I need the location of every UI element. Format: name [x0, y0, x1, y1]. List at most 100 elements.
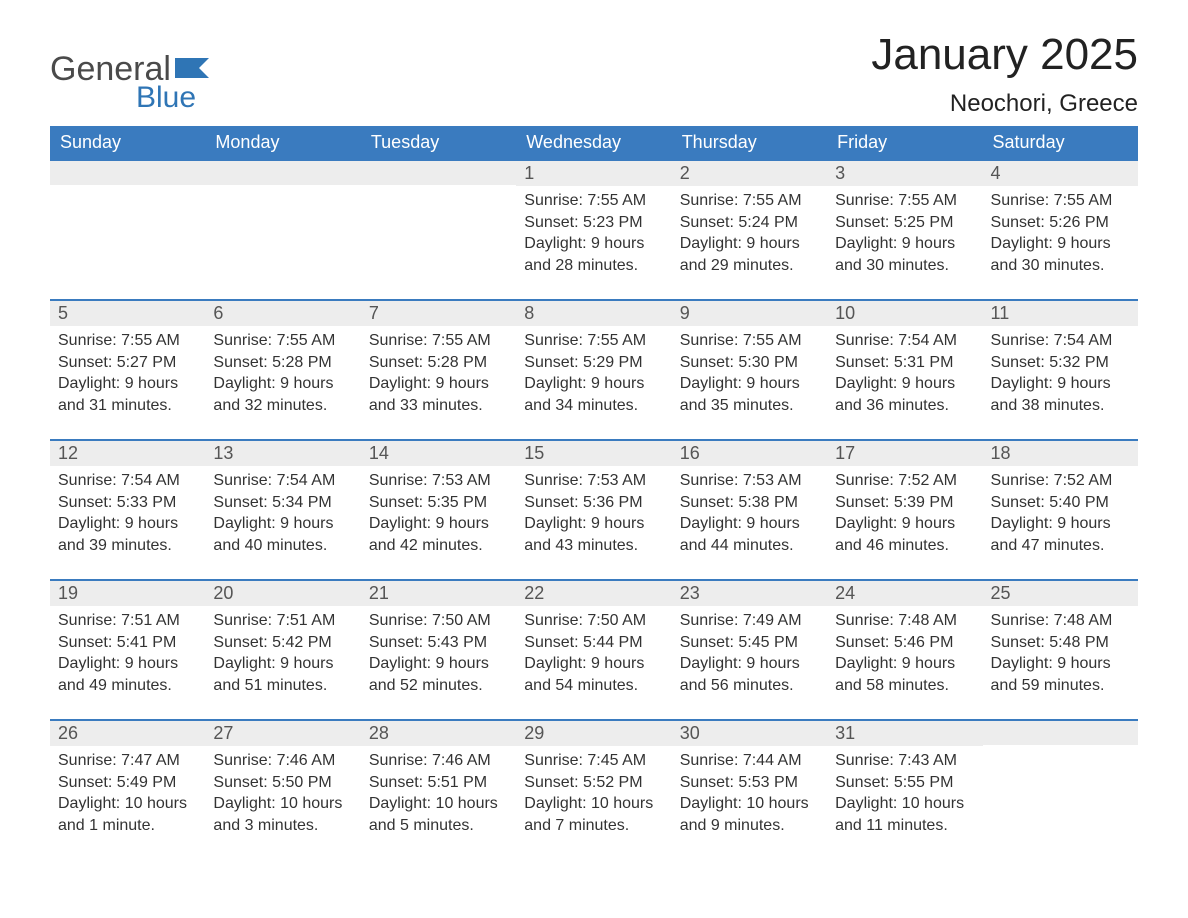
calendar-day-cell: 21Sunrise: 7:50 AMSunset: 5:43 PMDayligh…: [361, 580, 516, 720]
daylight-text: Daylight: 9 hours and 46 minutes.: [835, 513, 974, 556]
sunrise-text: Sunrise: 7:54 AM: [991, 330, 1130, 352]
day-body: Sunrise: 7:55 AMSunset: 5:30 PMDaylight:…: [672, 326, 827, 424]
daylight-text: Daylight: 9 hours and 58 minutes.: [835, 653, 974, 696]
day-body: Sunrise: 7:53 AMSunset: 5:35 PMDaylight:…: [361, 466, 516, 564]
sunset-text: Sunset: 5:55 PM: [835, 772, 974, 794]
calendar-day-cell: 30Sunrise: 7:44 AMSunset: 5:53 PMDayligh…: [672, 720, 827, 860]
sunrise-text: Sunrise: 7:44 AM: [680, 750, 819, 772]
day-body: Sunrise: 7:55 AMSunset: 5:25 PMDaylight:…: [827, 186, 982, 284]
day-body: Sunrise: 7:55 AMSunset: 5:23 PMDaylight:…: [516, 186, 671, 284]
daylight-text: Daylight: 9 hours and 30 minutes.: [991, 233, 1130, 276]
day-number: 12: [50, 441, 205, 466]
day-number-bar: [205, 161, 360, 185]
daylight-text: Daylight: 9 hours and 44 minutes.: [680, 513, 819, 556]
calendar-day-cell: 8Sunrise: 7:55 AMSunset: 5:29 PMDaylight…: [516, 300, 671, 440]
calendar-day-cell: 3Sunrise: 7:55 AMSunset: 5:25 PMDaylight…: [827, 160, 982, 300]
sunrise-text: Sunrise: 7:53 AM: [680, 470, 819, 492]
day-number: 26: [50, 721, 205, 746]
daylight-text: Daylight: 9 hours and 51 minutes.: [213, 653, 352, 696]
day-number: 17: [827, 441, 982, 466]
calendar-day-cell: 10Sunrise: 7:54 AMSunset: 5:31 PMDayligh…: [827, 300, 982, 440]
day-number: 19: [50, 581, 205, 606]
calendar-day-cell: [50, 160, 205, 300]
calendar-week-row: 5Sunrise: 7:55 AMSunset: 5:27 PMDaylight…: [50, 300, 1138, 440]
sunset-text: Sunset: 5:50 PM: [213, 772, 352, 794]
day-number: 6: [205, 301, 360, 326]
day-number: 27: [205, 721, 360, 746]
day-body: Sunrise: 7:55 AMSunset: 5:28 PMDaylight:…: [205, 326, 360, 424]
day-number: 23: [672, 581, 827, 606]
sunrise-text: Sunrise: 7:46 AM: [369, 750, 508, 772]
calendar-day-cell: 29Sunrise: 7:45 AMSunset: 5:52 PMDayligh…: [516, 720, 671, 860]
sunset-text: Sunset: 5:31 PM: [835, 352, 974, 374]
day-number: 28: [361, 721, 516, 746]
calendar-table: SundayMondayTuesdayWednesdayThursdayFrid…: [50, 126, 1138, 860]
daylight-text: Daylight: 10 hours and 9 minutes.: [680, 793, 819, 836]
calendar-day-cell: 14Sunrise: 7:53 AMSunset: 5:35 PMDayligh…: [361, 440, 516, 580]
sunset-text: Sunset: 5:40 PM: [991, 492, 1130, 514]
daylight-text: Daylight: 9 hours and 43 minutes.: [524, 513, 663, 556]
sunset-text: Sunset: 5:27 PM: [58, 352, 197, 374]
calendar-week-row: 26Sunrise: 7:47 AMSunset: 5:49 PMDayligh…: [50, 720, 1138, 860]
sunset-text: Sunset: 5:43 PM: [369, 632, 508, 654]
day-number: 22: [516, 581, 671, 606]
sunset-text: Sunset: 5:42 PM: [213, 632, 352, 654]
sunset-text: Sunset: 5:48 PM: [991, 632, 1130, 654]
day-number-bar: [361, 161, 516, 185]
calendar-day-cell: 16Sunrise: 7:53 AMSunset: 5:38 PMDayligh…: [672, 440, 827, 580]
sunrise-text: Sunrise: 7:55 AM: [680, 330, 819, 352]
day-number: 2: [672, 161, 827, 186]
daylight-text: Daylight: 9 hours and 54 minutes.: [524, 653, 663, 696]
logo-word-blue: Blue: [136, 81, 209, 115]
sunset-text: Sunset: 5:41 PM: [58, 632, 197, 654]
daylight-text: Daylight: 10 hours and 5 minutes.: [369, 793, 508, 836]
daylight-text: Daylight: 9 hours and 40 minutes.: [213, 513, 352, 556]
calendar-day-cell: [205, 160, 360, 300]
day-number: 1: [516, 161, 671, 186]
day-body: Sunrise: 7:54 AMSunset: 5:33 PMDaylight:…: [50, 466, 205, 564]
weekday-header: Friday: [827, 126, 982, 160]
calendar-day-cell: 6Sunrise: 7:55 AMSunset: 5:28 PMDaylight…: [205, 300, 360, 440]
page-header: General Blue January 2025 Neochori, Gree…: [50, 30, 1138, 118]
calendar-day-cell: 15Sunrise: 7:53 AMSunset: 5:36 PMDayligh…: [516, 440, 671, 580]
weekday-header: Sunday: [50, 126, 205, 160]
daylight-text: Daylight: 9 hours and 29 minutes.: [680, 233, 819, 276]
sunset-text: Sunset: 5:24 PM: [680, 212, 819, 234]
day-number: 9: [672, 301, 827, 326]
sunrise-text: Sunrise: 7:52 AM: [835, 470, 974, 492]
day-body: Sunrise: 7:48 AMSunset: 5:48 PMDaylight:…: [983, 606, 1138, 704]
location-label: Neochori, Greece: [871, 90, 1138, 118]
daylight-text: Daylight: 9 hours and 39 minutes.: [58, 513, 197, 556]
daylight-text: Daylight: 9 hours and 34 minutes.: [524, 373, 663, 416]
day-body: Sunrise: 7:55 AMSunset: 5:26 PMDaylight:…: [983, 186, 1138, 284]
sunrise-text: Sunrise: 7:55 AM: [58, 330, 197, 352]
day-body: Sunrise: 7:53 AMSunset: 5:38 PMDaylight:…: [672, 466, 827, 564]
sunrise-text: Sunrise: 7:55 AM: [213, 330, 352, 352]
sunrise-text: Sunrise: 7:43 AM: [835, 750, 974, 772]
sunset-text: Sunset: 5:33 PM: [58, 492, 197, 514]
day-body: Sunrise: 7:55 AMSunset: 5:28 PMDaylight:…: [361, 326, 516, 424]
sunset-text: Sunset: 5:30 PM: [680, 352, 819, 374]
day-body: Sunrise: 7:47 AMSunset: 5:49 PMDaylight:…: [50, 746, 205, 844]
day-number: 8: [516, 301, 671, 326]
calendar-week-row: 19Sunrise: 7:51 AMSunset: 5:41 PMDayligh…: [50, 580, 1138, 720]
calendar-day-cell: [361, 160, 516, 300]
day-number: 4: [983, 161, 1138, 186]
sunrise-text: Sunrise: 7:47 AM: [58, 750, 197, 772]
calendar-day-cell: 25Sunrise: 7:48 AMSunset: 5:48 PMDayligh…: [983, 580, 1138, 720]
day-body: Sunrise: 7:44 AMSunset: 5:53 PMDaylight:…: [672, 746, 827, 844]
sunset-text: Sunset: 5:29 PM: [524, 352, 663, 374]
calendar-day-cell: 22Sunrise: 7:50 AMSunset: 5:44 PMDayligh…: [516, 580, 671, 720]
weekday-header: Saturday: [983, 126, 1138, 160]
sunset-text: Sunset: 5:44 PM: [524, 632, 663, 654]
daylight-text: Daylight: 9 hours and 56 minutes.: [680, 653, 819, 696]
sunset-text: Sunset: 5:35 PM: [369, 492, 508, 514]
day-body: Sunrise: 7:53 AMSunset: 5:36 PMDaylight:…: [516, 466, 671, 564]
day-body: Sunrise: 7:55 AMSunset: 5:29 PMDaylight:…: [516, 326, 671, 424]
day-body: Sunrise: 7:46 AMSunset: 5:50 PMDaylight:…: [205, 746, 360, 844]
sunrise-text: Sunrise: 7:48 AM: [991, 610, 1130, 632]
sunrise-text: Sunrise: 7:54 AM: [835, 330, 974, 352]
sunset-text: Sunset: 5:45 PM: [680, 632, 819, 654]
day-body: Sunrise: 7:54 AMSunset: 5:32 PMDaylight:…: [983, 326, 1138, 424]
sunrise-text: Sunrise: 7:48 AM: [835, 610, 974, 632]
